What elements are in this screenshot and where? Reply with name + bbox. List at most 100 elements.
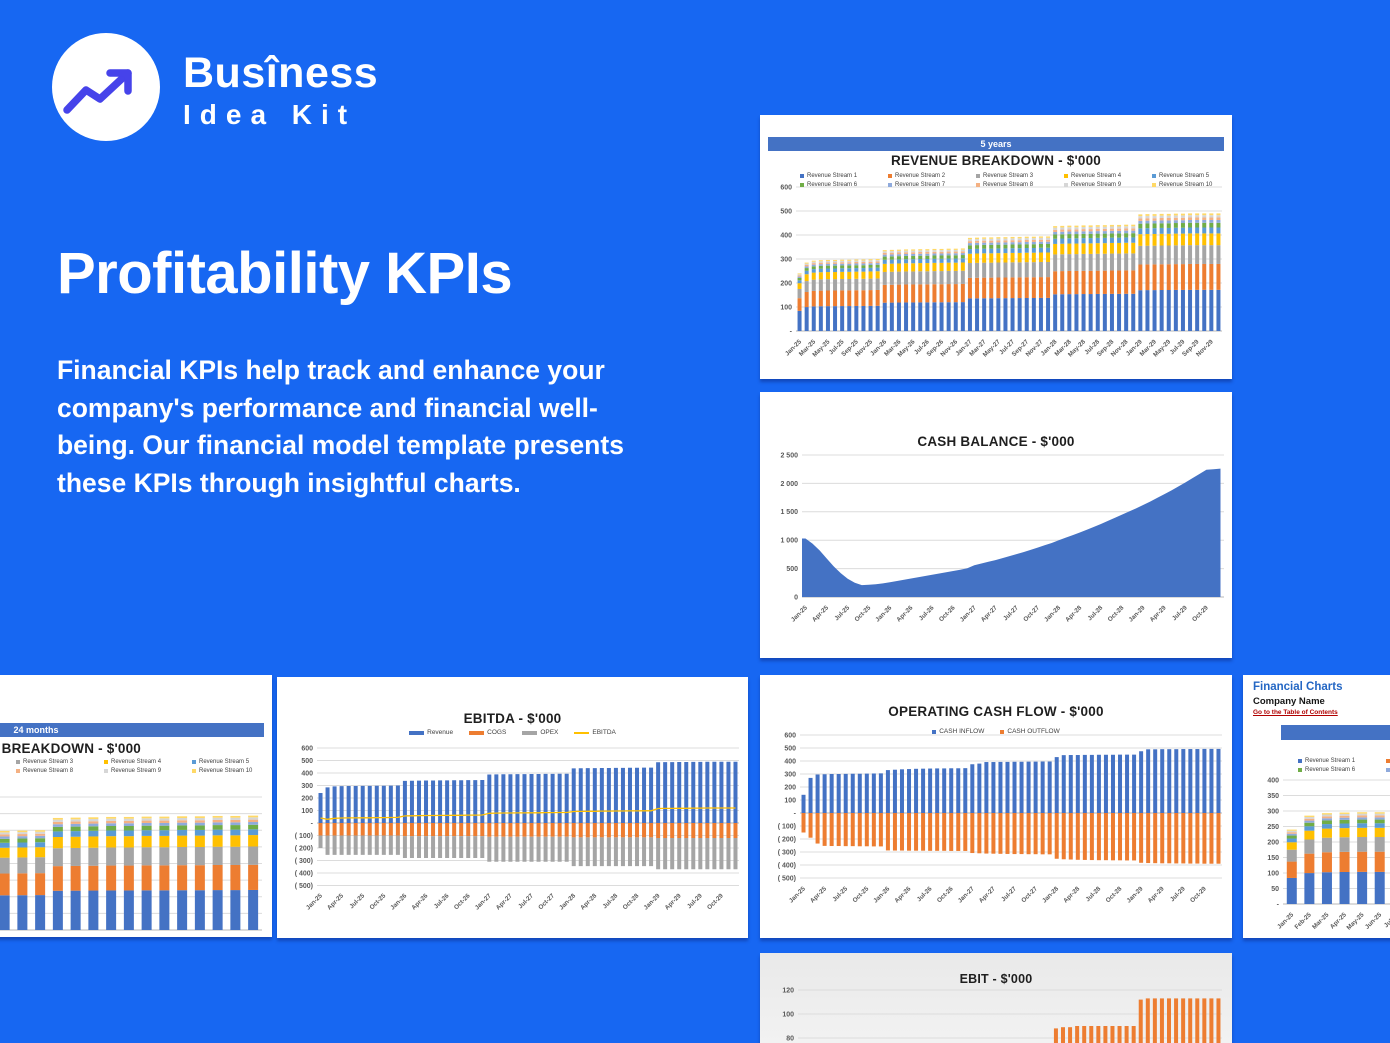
legend-swatch xyxy=(104,760,108,764)
legend-swatch xyxy=(800,183,804,187)
page-title: Profitability KPIs xyxy=(57,241,513,306)
legend-swatch xyxy=(1000,729,1005,734)
svg-text:-: - xyxy=(1277,901,1280,908)
ebit-svg: 12010080604020-Jan-25Apr-25Jul-25Oct-25J… xyxy=(782,987,1222,1043)
chart-title: OPERATING CASH FLOW - $'000 xyxy=(888,704,1104,719)
legend-item: Revenue Stream 2 xyxy=(0,759,16,765)
svg-text:Apr-28: Apr-28 xyxy=(1062,885,1081,904)
svg-text:1 500: 1 500 xyxy=(780,509,798,516)
svg-text:Oct-29: Oct-29 xyxy=(1189,885,1208,904)
svg-text:Jan-25: Jan-25 xyxy=(788,885,807,904)
svg-text:600: 600 xyxy=(301,745,313,752)
svg-text:300: 300 xyxy=(301,783,313,790)
svg-text:350: 350 xyxy=(1267,793,1279,800)
revenue-breakdown-mini-chart: 400 350 300 250 200 150 100 50 - Jan-25 Feb-25 Mar-… xyxy=(1243,675,1390,938)
legend-item: Revenue Stream 5 xyxy=(192,759,280,765)
sheet-heading: Financial Charts xyxy=(1253,681,1343,693)
legend-label: OPEX xyxy=(540,729,559,736)
svg-text:( 400): ( 400) xyxy=(778,862,796,869)
svg-text:Feb-25: Feb-25 xyxy=(1293,911,1313,931)
legend-label: CASH INFLOW xyxy=(939,728,985,735)
svg-text:Jul-27: Jul-27 xyxy=(1002,604,1020,622)
legend-swatch xyxy=(1152,174,1156,178)
svg-text:Apr-29: Apr-29 xyxy=(1147,885,1166,904)
legend-label: EBITDA xyxy=(592,729,616,736)
brand-line1: Busîness xyxy=(183,49,379,97)
svg-text:Oct-27: Oct-27 xyxy=(1022,604,1041,623)
chart-title: REVENUE BREAKDOWN - $'000 xyxy=(891,153,1101,168)
svg-text:Jul-26: Jul-26 xyxy=(433,892,451,910)
svg-text:0: 0 xyxy=(794,594,798,601)
legend-label: CASH OUTFLOW xyxy=(1007,728,1060,735)
ebitda-legend: Revenue COGS OPEX EBITDA xyxy=(277,729,748,736)
ebit-chart: 12010080604020-Jan-25Apr-25Jul-25Oct-25J… xyxy=(760,953,1232,1043)
svg-text:Oct-28: Oct-28 xyxy=(1107,604,1126,623)
brand-line2: Idea Kit xyxy=(183,99,357,131)
svg-text:Apr-26: Apr-26 xyxy=(895,604,914,623)
legend-item: Revenue Stream 1 xyxy=(800,173,888,179)
svg-text:Jan-27: Jan-27 xyxy=(474,892,493,911)
svg-text:100: 100 xyxy=(1267,870,1279,877)
svg-text:Jan-25: Jan-25 xyxy=(305,892,324,911)
svg-text:Jan-26: Jan-26 xyxy=(874,604,893,623)
legend-swatch xyxy=(1152,183,1156,187)
svg-text:-: - xyxy=(794,810,797,817)
legend-swatch xyxy=(932,729,937,734)
legend-swatch xyxy=(976,183,980,187)
svg-text:Jul-29: Jul-29 xyxy=(1169,885,1187,903)
svg-text:Jan-29: Jan-29 xyxy=(1127,604,1146,623)
svg-text:Oct-26: Oct-26 xyxy=(936,885,955,904)
ebitda-svg: 600 500 400 300 200 100 - ( 100) ( 200) ( 300) ( 4… xyxy=(295,745,739,912)
revenue-breakdown-5y-panel: 5 years REVENUE BREAKDOWN - $'000 Revenu… xyxy=(760,115,1232,379)
legend-label: Revenue Stream 3 xyxy=(983,173,1034,179)
legend-item: Revenue Stream 8 xyxy=(976,182,1064,188)
legend-swatch xyxy=(16,769,20,773)
svg-text:Jan-28: Jan-28 xyxy=(1041,885,1060,904)
svg-text:( 300): ( 300) xyxy=(295,858,313,865)
svg-text:Oct-26: Oct-26 xyxy=(938,604,957,623)
revenue5y-svg: 600500400300200100-Jan-25Mar-25May-25Jul… xyxy=(780,184,1222,359)
svg-text:Jul-25: Jul-25 xyxy=(348,892,366,910)
svg-text:Oct-26: Oct-26 xyxy=(453,892,472,911)
svg-text:Apr-28: Apr-28 xyxy=(1064,604,1083,623)
svg-text:Apr-28: Apr-28 xyxy=(579,892,598,911)
legend-item: Revenue Stream 9 xyxy=(1064,182,1152,188)
table-of-contents-link[interactable]: Go to the Table of Contents xyxy=(1253,709,1338,716)
svg-text:Jul-28: Jul-28 xyxy=(1087,604,1105,622)
svg-text:Apr-29: Apr-29 xyxy=(664,892,683,911)
svg-text:Jul-28: Jul-28 xyxy=(1085,885,1103,903)
svg-text:400: 400 xyxy=(784,758,796,765)
legend-swatch xyxy=(192,769,196,773)
svg-text:Jul-27: Jul-27 xyxy=(1000,885,1018,903)
svg-text:( 300): ( 300) xyxy=(778,849,796,856)
company-name: Company Name xyxy=(1253,696,1325,707)
period-banner: 24 months xyxy=(0,723,264,737)
legend-item: CASH INFLOW xyxy=(932,728,984,735)
svg-text:Oct-28: Oct-28 xyxy=(622,892,641,911)
svg-text:2 000: 2 000 xyxy=(780,481,798,488)
svg-text:200: 200 xyxy=(1267,839,1279,846)
chart-title: EBITDA - $'000 xyxy=(463,711,562,726)
legend-label: Revenue Stream 10 xyxy=(199,768,253,774)
period-banner: 5 years xyxy=(768,137,1224,151)
legend-item: Revenue Stream 3 xyxy=(16,759,104,765)
svg-text:( 100): ( 100) xyxy=(778,823,796,830)
svg-text:Jul-28: Jul-28 xyxy=(602,892,620,910)
svg-text:( 100): ( 100) xyxy=(295,833,313,840)
svg-text:300: 300 xyxy=(1267,808,1279,815)
svg-text:50: 50 xyxy=(1271,886,1279,893)
svg-text:Jan-28: Jan-28 xyxy=(1043,604,1062,623)
svg-text:Jun-25: Jun-25 xyxy=(1364,911,1384,931)
svg-text:300: 300 xyxy=(784,771,796,778)
svg-text:Mar-25: Mar-25 xyxy=(1311,911,1331,931)
chart-title: EBIT - $'000 xyxy=(959,972,1033,986)
svg-text:Jan-29: Jan-29 xyxy=(1125,885,1144,904)
svg-text:Jan-25: Jan-25 xyxy=(1276,911,1295,930)
revenue-breakdown-24m-chart: 40035030025020015010050-Jan-25Feb-25Mar-… xyxy=(0,675,272,937)
legend-swatch xyxy=(574,731,590,734)
fincharts-svg: 400 350 300 250 200 150 100 50 - Jan-25Feb-25Mar-… xyxy=(1267,777,1390,932)
svg-text:Jan-27: Jan-27 xyxy=(959,604,978,623)
svg-text:( 400): ( 400) xyxy=(295,870,313,877)
